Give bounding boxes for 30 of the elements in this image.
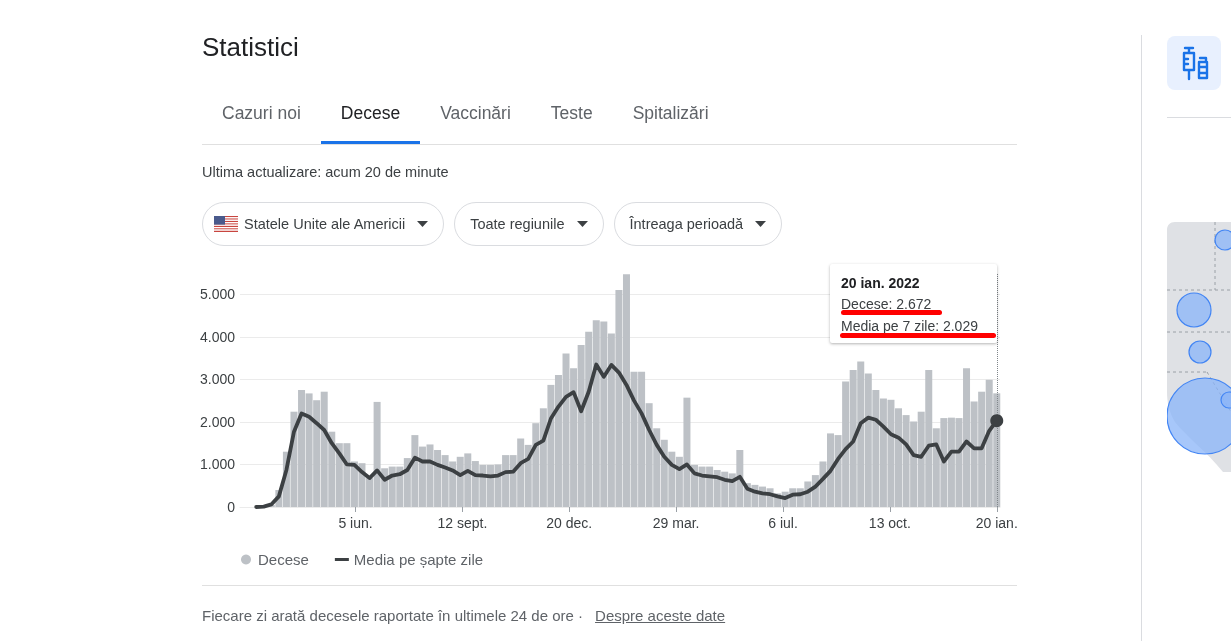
x-tick-label: 5 iun.	[338, 515, 373, 531]
y-tick-label: 1.000	[199, 456, 236, 473]
annotation: Decese: 2.672	[841, 295, 933, 314]
y-tick-label: 5.000	[199, 286, 236, 303]
y-tick-label: 0	[227, 499, 236, 515]
y-tick-label: 4.000	[199, 328, 236, 345]
annotation: 20 ian. 2022	[841, 274, 921, 293]
text: Spitalizări	[631, 101, 710, 125]
text: Întreaga perioadă	[629, 216, 744, 232]
annotation: Media pe 7 zile: 2.029	[841, 317, 979, 336]
x-tick-label: 29 mar.	[652, 515, 700, 531]
text: Despre aceste date	[595, 606, 726, 626]
y-tick-label: 2.000	[199, 413, 236, 430]
text: Toate regiunile	[470, 216, 565, 232]
x-tick-label: 12 sept.	[437, 515, 488, 531]
chart-title: Statistici	[202, 31, 299, 63]
x-tick-label: 6 iul.	[768, 515, 798, 531]
x-tick-label: 20 ian.	[975, 515, 1018, 531]
x-tick-label: 13 oct.	[868, 515, 911, 531]
legend-label: Media pe șapte zile	[353, 551, 484, 568]
text: Fiecare zi arată decesele raportate în ultimele 24 de ore ·	[202, 606, 584, 626]
text: Decese	[339, 101, 402, 125]
legend-label: Decese	[258, 551, 309, 568]
y-tick-label: 3.000	[199, 371, 236, 388]
chart-subtitle: Ultima actualizare: acum 20 de minute	[202, 163, 449, 181]
text: Cazuri noi	[221, 101, 302, 125]
text: Vaccinări	[439, 101, 512, 125]
text: Teste	[549, 101, 594, 125]
x-tick-label: 20 dec.	[546, 515, 593, 531]
text: Statele Unite ale Americii	[244, 216, 406, 232]
